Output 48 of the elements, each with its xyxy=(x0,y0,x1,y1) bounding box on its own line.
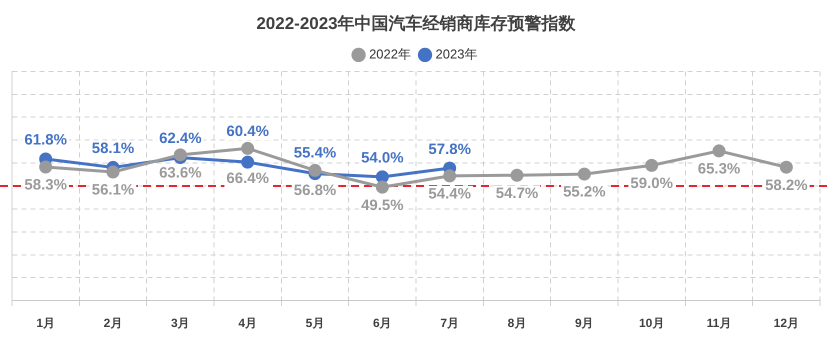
point xyxy=(106,166,120,179)
x-tick-label: 1月 xyxy=(36,316,56,330)
point xyxy=(376,180,389,194)
data-label: 61.8% xyxy=(24,132,67,149)
data-label: 62.4% xyxy=(159,130,202,148)
x-tick-label: 2月 xyxy=(104,316,122,330)
point xyxy=(780,160,793,174)
data-label: 55.2% xyxy=(563,184,606,201)
data-label: 65.3% xyxy=(698,160,740,178)
data-label: 58.2% xyxy=(765,176,808,194)
legend-label: 2022年 xyxy=(369,46,411,62)
x-tick-label: 10月 xyxy=(638,316,664,330)
point xyxy=(241,156,254,169)
x-tick-label: 12月 xyxy=(774,316,800,330)
x-tick-label: 4月 xyxy=(238,316,258,330)
x-tick-label: 11月 xyxy=(706,316,732,330)
point xyxy=(174,148,187,162)
point xyxy=(376,170,389,184)
data-label: 66.4% xyxy=(226,170,269,188)
x-tick-label: 7月 xyxy=(440,316,460,330)
data-label: 58.3% xyxy=(24,176,67,194)
data-label: 54.7% xyxy=(496,184,538,202)
data-label: 54.4% xyxy=(428,186,471,203)
point xyxy=(39,160,52,174)
data-label: 49.5% xyxy=(361,196,404,214)
point xyxy=(443,169,456,182)
data-label: 58.1% xyxy=(92,140,134,158)
chart-title: 2022-2023年中国汽车经销商库存预警指数 xyxy=(256,14,577,33)
x-tick-label: 5月 xyxy=(306,316,324,330)
data-label: 54.0% xyxy=(361,149,404,166)
data-label: 60.4% xyxy=(226,122,269,140)
data-label: 59.0% xyxy=(630,175,673,192)
x-tick-label: 9月 xyxy=(574,316,594,330)
point xyxy=(241,142,254,155)
x-tick-label: 6月 xyxy=(372,316,392,330)
data-label: 56.8% xyxy=(294,182,336,200)
data-label: 56.1% xyxy=(92,182,134,199)
point xyxy=(645,158,658,172)
x-tick-label: 3月 xyxy=(170,316,190,330)
x-tick-label: 8月 xyxy=(508,316,526,330)
data-label: 63.6% xyxy=(159,164,202,182)
point xyxy=(712,144,726,158)
data-label: 55.4% xyxy=(294,144,336,162)
point xyxy=(510,168,524,182)
legend-label: 2023年 xyxy=(436,46,478,62)
point xyxy=(578,168,591,181)
point xyxy=(308,164,322,177)
data-label: 57.8% xyxy=(428,140,471,158)
